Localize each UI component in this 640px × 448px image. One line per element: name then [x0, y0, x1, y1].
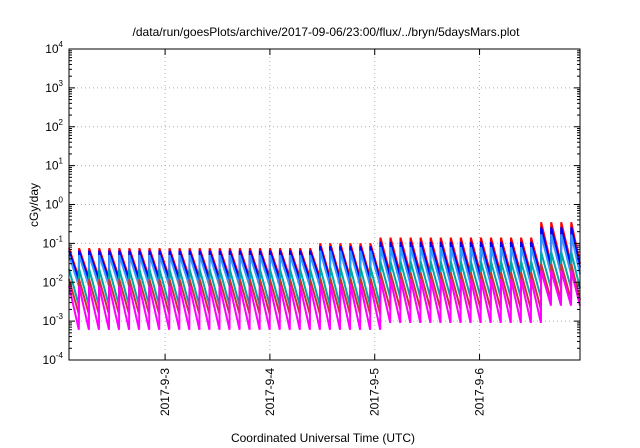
x-axis-title: Coordinated Universal Time (UTC): [231, 431, 415, 445]
x-tick-label: 2017-9-5: [368, 368, 382, 416]
y-tick-label: 10-1: [43, 234, 64, 250]
y-tick-label: 100: [45, 196, 63, 212]
y-tick-label: 10-2: [43, 273, 64, 289]
y-tick-label: 10-3: [43, 312, 64, 328]
x-tick-label: 2017-9-4: [263, 368, 277, 416]
series-line-5: [68, 263, 581, 315]
series-layer: [68, 221, 581, 330]
x-tick-label: 2017-9-3: [158, 368, 172, 416]
y-tick-label: 104: [45, 40, 63, 56]
series-line-3: [68, 234, 581, 287]
series-line-2: [68, 227, 581, 281]
series-line-4: [68, 251, 581, 306]
y-axis-title: cGy/day: [27, 183, 41, 227]
y-tick-label: 103: [45, 79, 63, 95]
y-tick-label: 10-4: [43, 351, 64, 367]
x-tick-label: 2017-9-6: [473, 368, 487, 416]
x-axis: 2017-9-3 2017-9-4 2017-9-5 2017-9-6: [158, 49, 487, 416]
series-line-6: [68, 270, 581, 330]
chart-title: /data/run/goesPlots/archive/2017-09-06/2…: [133, 25, 521, 39]
y-tick-label: 101: [45, 157, 63, 173]
y-tick-label: 102: [45, 118, 63, 134]
y-axis: 10-4 10-3 10-2 10-1 100 101 102 103 104: [43, 40, 580, 367]
